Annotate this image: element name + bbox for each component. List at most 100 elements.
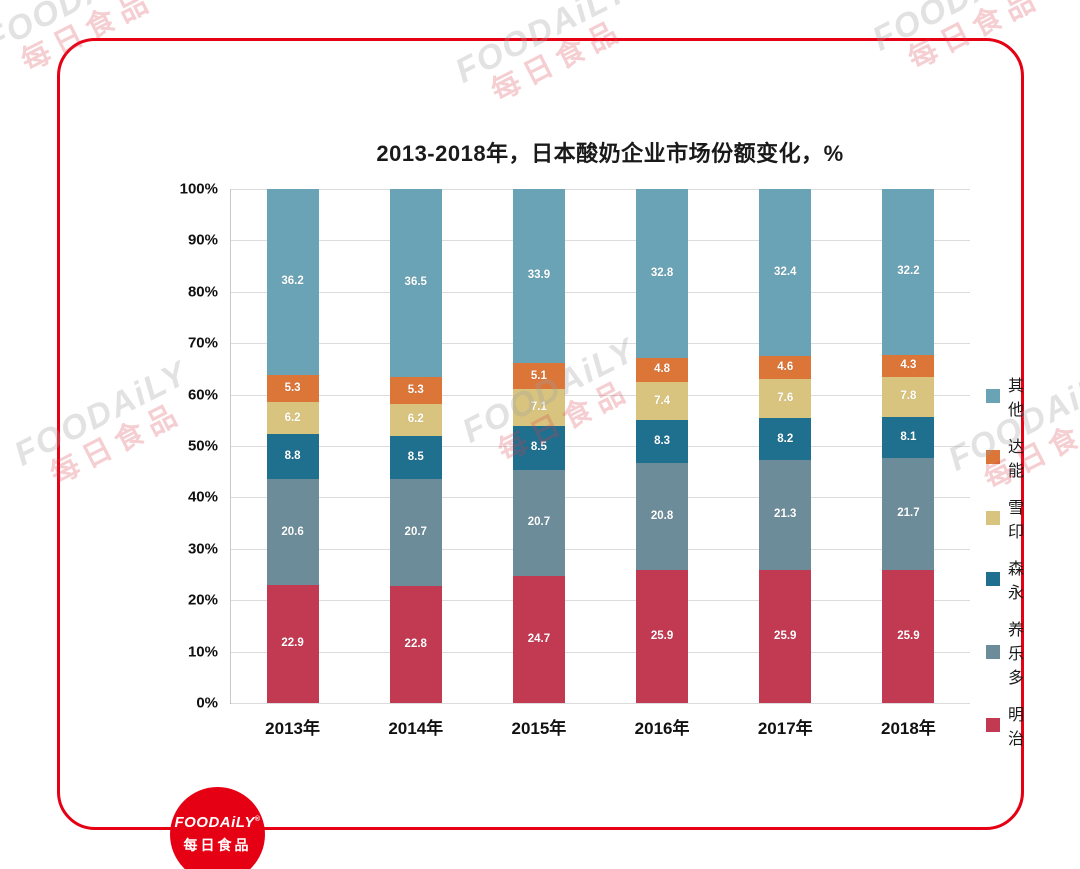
bar-value-label: 36.2 (281, 275, 304, 288)
bar-segment-雪印: 7.4 (636, 382, 689, 421)
grid-line (231, 548, 970, 550)
bar-segment-雪印: 7.8 (882, 376, 935, 417)
bar-value-label: 6.2 (407, 413, 424, 426)
bar-value-label: 20.8 (650, 509, 674, 522)
bar-segment-养乐多: 20.8 (636, 462, 689, 570)
registered-mark: ® (254, 816, 261, 823)
x-tick-label: 2017年 (757, 719, 813, 738)
bar-segment-雪印: 7.1 (512, 389, 565, 426)
chart-legend: 其他达能雪印森永养乐多明治 (986, 372, 1024, 749)
bar-value-label: 5.3 (284, 381, 301, 394)
bar-segment-明治: 22.8 (389, 585, 442, 703)
bar-value-label: 25.9 (774, 629, 797, 642)
plot-area: 100% 90% 80% 70% 60% 50% 40% 30% 20% 10% 0% 22.9 20.… (180, 181, 970, 738)
bar-segment-其他: 32.2 (882, 189, 935, 355)
grid-line (231, 189, 970, 190)
logo-text-en: FOODAiLY® (174, 814, 261, 831)
grid-line (231, 446, 970, 447)
stacked-bar-2014年: 22.8 20.7 8.5 6.2 5.3 36.5 (389, 189, 442, 703)
legend-swatch (986, 450, 1000, 464)
bar-value-label: 32.4 (774, 265, 797, 278)
foodaily-logo: FOODAiLY® 每日食品 (170, 787, 265, 869)
bar-value-label: 8.3 (654, 434, 671, 447)
y-tick-label: 0% (196, 694, 218, 712)
bar-value-label: 8.8 (284, 450, 301, 463)
stacked-bar-2017年: 25.9 21.3 8.2 7.6 4.6 32.4 (759, 189, 812, 703)
bar-value-label: 32.8 (650, 266, 674, 279)
chart-title: 2013-2018年，日本酸奶企业市场份额变化，% (376, 141, 844, 166)
bar-value-label: 8.5 (530, 441, 547, 454)
x-tick-label: 2016年 (634, 719, 690, 738)
grid-line (231, 497, 970, 499)
bar-segment-其他: 36.2 (266, 189, 319, 376)
stacked-bar-2013年: 22.9 20.6 8.8 6.2 5.3 36.2 (266, 189, 319, 703)
bar-value-label: 5.1 (530, 369, 547, 382)
bar-segment-达能: 5.3 (389, 376, 442, 404)
bar-value-label: 24.7 (527, 632, 551, 645)
bar-value-label: 32.2 (897, 265, 920, 278)
bar-segment-其他: 36.5 (389, 189, 442, 377)
legend-swatch (986, 718, 1000, 732)
bar-value-label: 8.5 (407, 450, 424, 463)
y-tick-label: 70% (187, 334, 218, 352)
bar-value-label: 4.8 (654, 363, 671, 376)
legend-label: 雪印 (1008, 500, 1025, 541)
bar-segment-森永: 8.3 (636, 420, 689, 463)
bar-value-label: 8.1 (900, 430, 917, 443)
bar-segment-明治: 22.9 (266, 585, 319, 703)
legend-swatch (986, 572, 1000, 586)
bar-value-label: 7.6 (777, 391, 794, 404)
grid-line (231, 651, 970, 653)
bar-value-label: 20.7 (527, 516, 551, 529)
bar-segment-其他: 32.4 (759, 189, 812, 356)
legend-label: 达能 (1008, 439, 1025, 480)
bar-segment-森永: 8.5 (512, 425, 565, 470)
x-tick-label: 2018年 (880, 719, 936, 738)
bar-segment-其他: 32.8 (636, 189, 689, 358)
legend-item-森永: 森永 (986, 555, 1024, 603)
logo-text-cn: 每日食品 (183, 837, 252, 853)
legend-item-其他: 其他 (986, 372, 1024, 420)
legend-swatch (986, 389, 1000, 403)
grid-line (231, 343, 970, 345)
grid-line (231, 600, 970, 602)
y-tick-label: 10% (187, 643, 218, 661)
y-tick-label: 20% (187, 591, 218, 609)
x-tick-label: 2013年 (265, 719, 320, 738)
bar-value-label: 25.9 (650, 629, 674, 642)
bar-value-label: 25.9 (897, 629, 920, 642)
bar-segment-森永: 8.8 (266, 434, 319, 480)
y-tick-label: 90% (187, 231, 218, 249)
legend-label: 明治 (1008, 707, 1025, 748)
bar-segment-养乐多: 20.7 (389, 479, 442, 586)
y-tick-label: 100% (179, 180, 218, 198)
legend-item-雪印: 雪印 (986, 494, 1024, 542)
legend-label: 森永 (1008, 561, 1025, 602)
bar-value-label: 21.7 (897, 507, 920, 520)
legend-item-养乐多: 养乐多 (986, 616, 1024, 688)
bar-value-label: 6.2 (284, 411, 301, 424)
bar-segment-雪印: 6.2 (266, 402, 319, 435)
bar-segment-森永: 8.2 (759, 418, 812, 461)
y-tick-label: 60% (187, 386, 218, 404)
grid-line (231, 703, 970, 704)
grid-line (231, 240, 970, 242)
legend-swatch (986, 645, 1000, 659)
grid-line (231, 291, 970, 293)
bar-segment-达能: 5.1 (512, 363, 565, 390)
bar-value-label: 20.7 (404, 525, 427, 538)
bar-segment-养乐多: 21.3 (759, 460, 812, 570)
legend-label: 养乐多 (1008, 622, 1025, 687)
bar-value-label: 7.4 (654, 394, 671, 407)
legend-item-明治: 明治 (986, 701, 1024, 749)
bar-segment-明治: 25.9 (882, 569, 935, 703)
bar-segment-达能: 4.6 (759, 355, 812, 380)
x-tick-label: 2015年 (511, 719, 567, 738)
bar-segment-养乐多: 20.7 (512, 469, 565, 577)
bar-segment-雪印: 6.2 (389, 403, 442, 436)
legend-item-达能: 达能 (986, 433, 1024, 481)
bar-value-label: 4.3 (900, 358, 917, 371)
chart-card: 2013-2018年，日本酸奶企业市场份额变化，% 100% 90% 80% 70% 6… (57, 38, 1024, 869)
legend-label: 其他 (1008, 378, 1025, 419)
